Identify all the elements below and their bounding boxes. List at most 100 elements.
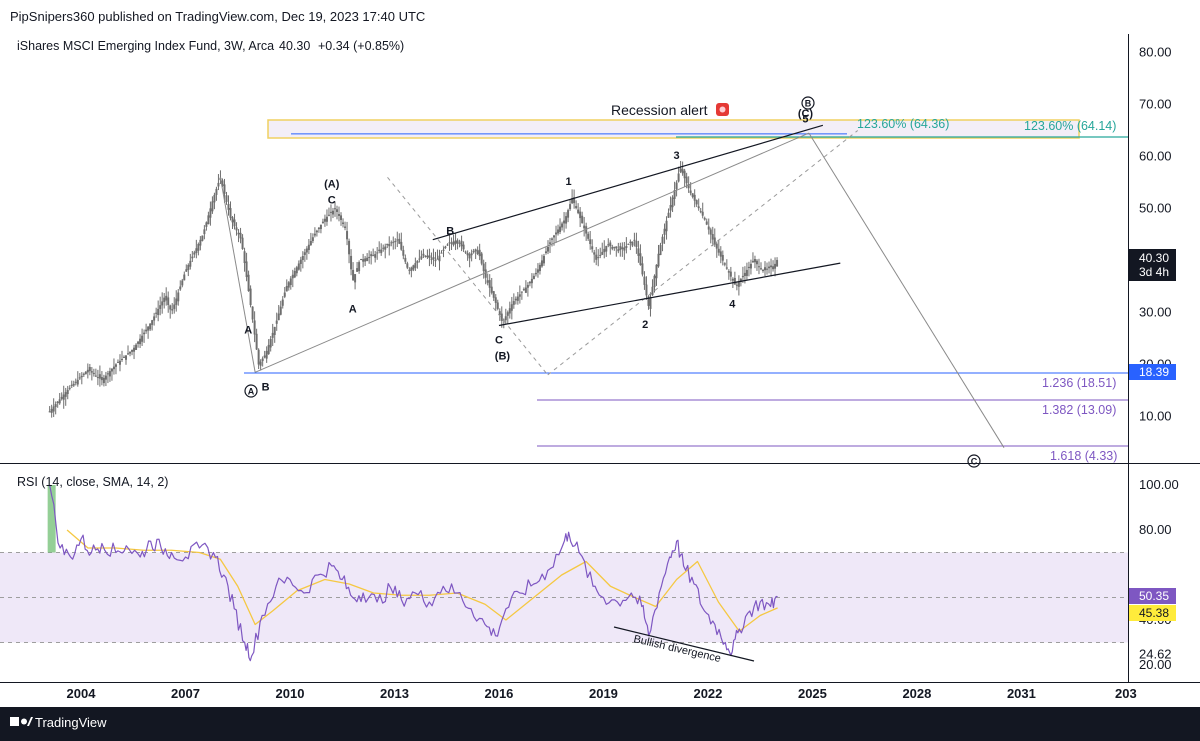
circled-wave-c-ring [967,454,981,468]
price-candle [390,242,393,244]
price-candle [145,329,148,332]
price-candle [569,204,572,210]
wave-dashed-1 [387,176,549,376]
price-candle [171,309,174,311]
price-candle [627,243,630,245]
price-candle [753,259,756,263]
price-candle [418,258,421,260]
price-candle [191,256,194,259]
siren-icon [716,103,729,116]
price-candle [597,257,600,259]
price-candle [189,260,192,267]
wave-lines [219,124,1005,448]
price-candle [544,251,547,254]
rsi-tick: 24.62 [1139,647,1172,662]
price-candle [705,221,708,225]
wave-label: 2 [642,319,648,331]
price-candle [271,332,274,338]
price-candle [267,344,270,354]
price-candle [571,198,574,204]
rsi-ma-badge [1129,605,1176,621]
price-candle [382,247,385,249]
rsi-ma-line [66,529,778,632]
price-candle [398,238,401,244]
price-candle [195,248,198,253]
price-candle [323,218,326,222]
price-candle [482,263,485,272]
price-candle [518,294,521,297]
price-candle [432,257,435,260]
price-candle [112,366,115,370]
price-candle [605,245,608,252]
price-candle [239,232,242,239]
support-badge-value: 18.39 [1139,365,1169,379]
price-candle [591,246,594,250]
price-candle [478,249,481,257]
price-candle [396,239,399,241]
price-candle [534,272,537,275]
price-candle [653,275,656,287]
price-candle [766,268,769,270]
price-candle [215,188,218,195]
price-pane[interactable] [48,160,779,418]
price-candle [151,320,154,325]
price-candle [711,234,714,240]
price-candle [149,323,152,330]
price-candle [514,298,517,301]
price-candle [643,276,646,285]
price-candle [601,251,604,255]
price-candle [394,241,397,243]
price-candle [683,170,686,179]
price-candle [386,243,389,246]
price-candle [329,211,332,213]
price-candle [120,358,123,360]
price-candle [613,246,616,248]
price-candle [528,281,531,284]
price-candle [364,258,367,262]
channel-top [432,124,824,241]
price-candle [587,233,590,239]
price-candle [729,271,732,277]
circled-wave-c: C [971,457,978,467]
price-candle [510,304,513,311]
wave-label: (C) [798,108,814,120]
price-candle [209,208,212,218]
price-candle [468,254,471,259]
price-candle [408,269,411,271]
price-candle [179,286,182,290]
price-candle [575,206,578,209]
channel-bottom [498,262,841,327]
price-candle [255,333,258,350]
price-candle [211,201,214,212]
price-candle [671,197,674,208]
time-tick: 2022 [693,686,722,701]
price-candle [301,256,304,260]
price-candle [559,226,562,232]
price-tick: 30.00 [1139,305,1172,320]
price-candle [426,255,429,258]
price-candle [761,269,764,271]
price-candle [155,312,158,314]
price-candle [380,249,383,254]
price-candle [295,267,298,274]
price-candle [291,274,294,279]
price-candle [641,263,644,275]
price-candle [774,263,777,269]
price-candle [201,235,204,241]
price-candle [283,292,286,297]
price-candle [669,205,672,211]
rsi-pane[interactable] [0,484,1128,662]
price-candle [253,320,256,335]
price-candle [633,239,636,241]
price-candle [175,298,178,305]
price-candle [685,176,688,184]
price-candle [561,223,564,228]
price-candle [114,364,117,367]
price-tick: 50.00 [1139,201,1172,216]
price-candle [94,375,97,377]
price-candle [309,241,312,245]
price-candle [631,241,634,246]
footer-brand: TradingView [35,715,107,730]
price-candle [442,249,445,251]
